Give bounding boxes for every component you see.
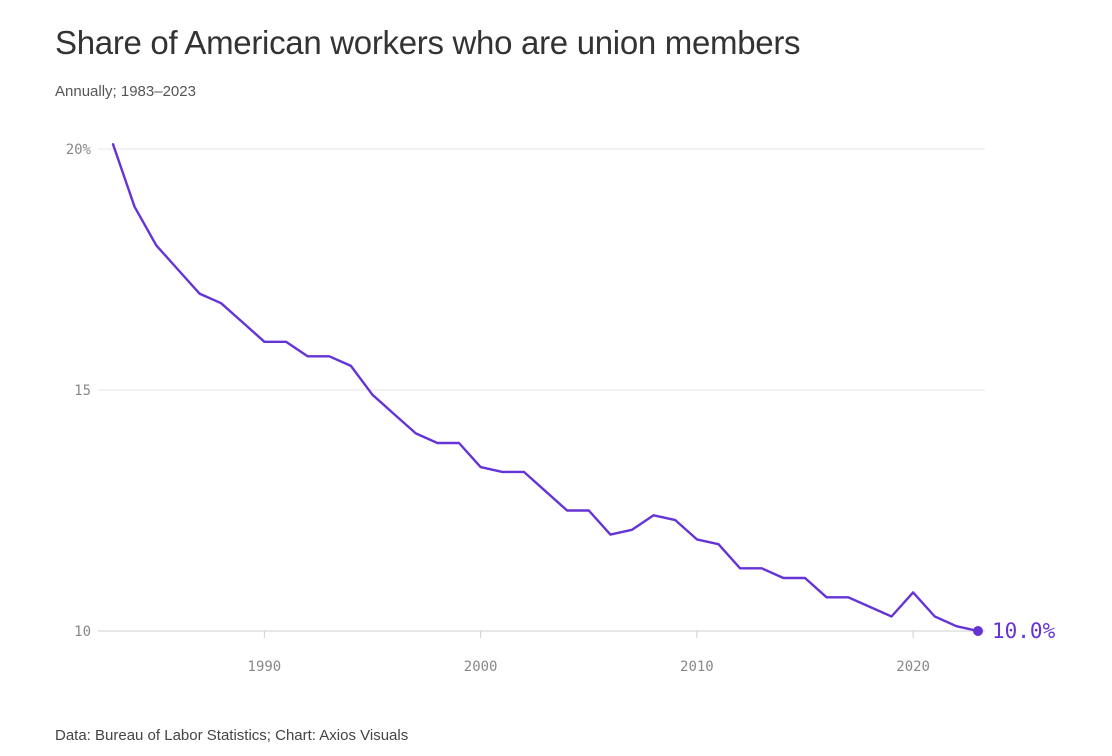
x-tick-label: 2000 xyxy=(464,659,498,675)
series-line-union-membership xyxy=(111,142,980,633)
x-axis-ticks: 1990 2000 2010 2020 xyxy=(248,631,930,675)
y-tick-label: 10 xyxy=(74,624,91,640)
y-tick-label: 15 xyxy=(74,383,91,399)
series-group xyxy=(111,142,980,633)
end-value-label: 10.0% xyxy=(992,619,1056,643)
end-marker-group: 10.0% xyxy=(973,619,1056,643)
source-note: Data: Bureau of Labor Statistics; Chart:… xyxy=(55,727,409,744)
chart-subtitle: Annually; 1983–2023 xyxy=(55,83,196,100)
x-tick-label: 2010 xyxy=(680,659,714,675)
grid-lines xyxy=(98,148,985,632)
y-axis-ticks: 20% 15 10 xyxy=(66,142,92,640)
chart-title: Share of American workers who are union … xyxy=(55,24,801,61)
x-tick-label: 1990 xyxy=(248,659,282,675)
x-tick-label: 2020 xyxy=(896,659,930,675)
y-tick-label: 20% xyxy=(66,142,92,158)
end-point-marker xyxy=(973,626,983,636)
